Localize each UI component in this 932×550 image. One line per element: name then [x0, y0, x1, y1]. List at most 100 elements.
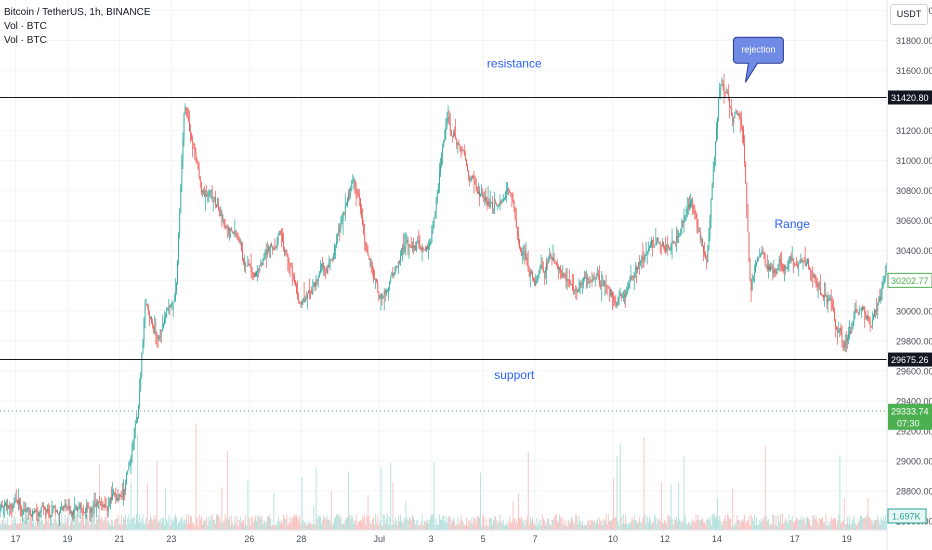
candle-body: [66, 506, 68, 508]
candle-body: [830, 298, 832, 303]
candle-body: [287, 254, 289, 258]
candle-body: [131, 450, 133, 459]
candle-body: [182, 139, 184, 160]
volume-bar: [472, 523, 474, 530]
candle-body: [252, 272, 254, 278]
volume-bar: [37, 522, 39, 530]
candle-body: [310, 290, 312, 292]
horizontal-levels[interactable]: [0, 96, 887, 412]
volume-bar: [618, 525, 620, 530]
volume-bar: [647, 522, 649, 530]
volume-bar: [72, 514, 73, 530]
volume-bar: [558, 522, 559, 530]
candle-body: [541, 265, 543, 269]
volume-bar: [824, 521, 826, 530]
volume-bar: [576, 515, 578, 530]
candle-body: [488, 201, 490, 207]
volume-bar: [671, 518, 673, 530]
candle-body: [234, 230, 236, 232]
volume-bar: [786, 520, 788, 530]
volume-bar: [426, 521, 427, 530]
volume-bar: [447, 517, 449, 530]
volume-bar: [140, 522, 142, 530]
volume-bar: [585, 525, 586, 530]
volume-bar: [706, 519, 708, 530]
candle-body: [698, 231, 700, 232]
volume-bar: [242, 520, 243, 530]
candle-body: [237, 237, 239, 239]
candle-body: [807, 259, 808, 263]
candle-body: [357, 193, 359, 196]
volume-bar: [5, 521, 6, 530]
candle-body: [822, 295, 823, 297]
volume-tag-bg: [887, 508, 927, 524]
candle-body: [741, 120, 742, 127]
x-tick-label: 5: [481, 534, 486, 544]
candle-body: [369, 259, 371, 260]
candle-body: [186, 108, 188, 118]
volume-bar: [204, 521, 206, 530]
volume-bar: [256, 521, 257, 530]
candle-body: [491, 202, 492, 203]
candle-body: [828, 299, 830, 301]
volume-bar: [269, 514, 270, 530]
currency-button[interactable]: USDT: [890, 4, 928, 25]
candle-body: [90, 508, 92, 514]
candle-body: [673, 242, 675, 243]
volume-bar: [258, 517, 260, 530]
volume-bar: [710, 524, 712, 530]
candle-body: [307, 293, 308, 298]
candle-body: [426, 246, 427, 250]
candle-body: [76, 506, 78, 511]
volume-bar: [533, 523, 535, 530]
volume-bar: [410, 520, 412, 530]
candle-body: [521, 250, 523, 256]
candle-body: [388, 288, 389, 292]
volume-bar: [36, 525, 38, 530]
candle-body: [341, 220, 343, 222]
candle-body: [660, 245, 662, 247]
candle-body: [207, 194, 209, 197]
volume-bar: [126, 524, 128, 530]
candle-body: [416, 243, 418, 251]
candle-body: [571, 284, 572, 286]
candle-body: [707, 247, 709, 262]
candle-body: [772, 269, 774, 274]
candle-body: [104, 504, 106, 506]
candle-body: [121, 496, 123, 498]
volume-bar: [508, 521, 510, 530]
volume-bar: [421, 514, 423, 530]
symbol-legend[interactable]: Bitcoin / TetherUS, 1h, BINANCE: [4, 7, 151, 18]
volume-bar: [639, 516, 641, 530]
candle-body: [108, 502, 110, 505]
candle-body: [558, 266, 559, 270]
candle-body: [633, 272, 635, 278]
candle-body: [178, 232, 180, 261]
volume-bar: [886, 521, 887, 530]
candle-body: [761, 251, 763, 254]
candle-body: [553, 257, 555, 262]
candle-body: [296, 285, 298, 294]
candle-body: [78, 508, 80, 509]
volume-bar: [884, 515, 886, 530]
candle-body: [145, 304, 147, 306]
volume-legend-1[interactable]: Vol · BTC: [4, 21, 47, 32]
volume-legend-2[interactable]: Vol · BTC: [4, 35, 47, 46]
volume-bar: [474, 518, 476, 530]
volume-bar: [302, 519, 304, 530]
candle-body: [877, 302, 879, 312]
candle-body: [327, 266, 329, 268]
candle-body: [209, 190, 211, 193]
volume-bar: [248, 517, 250, 530]
candle-body: [866, 315, 868, 320]
volume-bar: [550, 525, 552, 530]
candle-body: [864, 307, 866, 315]
time-axis[interactable]: 17 19 21 23 26 28 Jul 3 5 7 10 12 14 17 19: [0, 529, 887, 544]
candle-body: [106, 507, 108, 512]
volume-bar: [147, 523, 149, 530]
volume-bar: [423, 520, 425, 530]
volume-bar: [236, 516, 238, 530]
x-tick-label: 12: [660, 534, 670, 544]
